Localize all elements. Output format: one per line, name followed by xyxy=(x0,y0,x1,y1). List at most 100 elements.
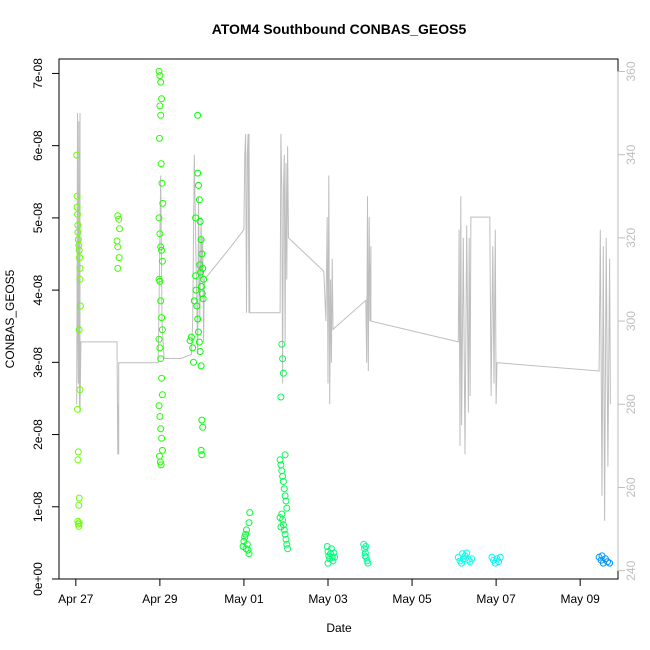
data-point xyxy=(114,243,122,251)
data-point xyxy=(74,456,82,464)
data-point xyxy=(113,237,121,245)
data-point xyxy=(159,199,167,207)
x-tick-label: May 05 xyxy=(392,592,432,606)
data-point xyxy=(284,545,292,553)
data-point xyxy=(200,275,208,283)
data-point xyxy=(197,236,205,244)
data-point xyxy=(195,196,203,204)
y-tick-label: 5e-08 xyxy=(31,202,45,233)
data-point xyxy=(454,553,462,561)
data-point xyxy=(324,559,332,567)
data-point xyxy=(74,210,81,218)
data-point xyxy=(157,425,165,433)
secondary-trace-layer xyxy=(76,113,611,521)
data-point xyxy=(75,241,83,249)
data-point xyxy=(241,533,249,541)
data-point xyxy=(190,358,197,366)
data-point xyxy=(158,179,166,187)
data-point xyxy=(361,549,369,557)
data-point xyxy=(281,530,289,538)
data-point xyxy=(114,212,122,220)
data-point xyxy=(193,302,201,310)
data-point xyxy=(283,540,291,548)
data-point xyxy=(495,558,503,566)
data-point xyxy=(156,277,164,285)
data-point xyxy=(192,272,200,280)
points-layer xyxy=(73,67,614,567)
data-point xyxy=(198,283,205,290)
data-point xyxy=(197,362,205,370)
data-point xyxy=(194,315,202,323)
data-point xyxy=(156,413,164,420)
data-point xyxy=(277,393,285,401)
data-point xyxy=(157,243,165,251)
x-tick-label: May 01 xyxy=(224,592,264,606)
data-point xyxy=(282,497,290,505)
data-point xyxy=(158,391,166,399)
y2-tick-label: 240 xyxy=(624,560,638,580)
y-axis: 0e+00 1e-08 2e-08 3e-08 4e-08 5e-08 6e-08 7e-08 xyxy=(31,58,60,596)
data-point xyxy=(73,192,81,200)
data-point xyxy=(75,326,83,334)
data-point xyxy=(198,451,206,459)
chart-title: ATOM4 Southbound CONBAS_GEOS5 xyxy=(212,21,467,37)
data-point xyxy=(74,228,82,236)
y-tick-label: 2e-08 xyxy=(31,419,45,450)
data-point xyxy=(156,72,164,80)
data-point xyxy=(115,254,123,262)
data-point xyxy=(195,181,202,189)
data-point xyxy=(361,552,369,560)
data-point xyxy=(157,78,165,86)
y2-tick-label: 340 xyxy=(624,144,638,164)
data-point xyxy=(279,369,287,377)
data-point xyxy=(189,344,197,352)
y2-tick-label: 320 xyxy=(624,228,638,248)
data-point xyxy=(199,423,207,431)
y2-tick-label: 280 xyxy=(624,394,638,414)
data-point xyxy=(194,169,202,177)
data-point xyxy=(187,333,195,341)
data-point xyxy=(155,67,163,75)
data-point xyxy=(76,386,84,394)
x-axis-label: Date xyxy=(326,621,352,635)
data-point xyxy=(76,302,84,310)
data-point xyxy=(75,501,83,509)
data-point xyxy=(283,504,291,512)
data-point xyxy=(75,246,83,254)
data-point xyxy=(198,250,206,258)
data-point xyxy=(74,448,82,456)
data-point xyxy=(157,111,165,119)
data-point xyxy=(278,510,286,518)
data-point xyxy=(157,297,165,305)
data-point xyxy=(198,290,206,298)
y-axis-label: CONBAS_GEOS5 xyxy=(3,269,17,368)
data-point xyxy=(157,160,165,168)
data-point xyxy=(280,485,288,493)
data-point xyxy=(194,111,202,119)
y2-tick-label: 360 xyxy=(624,61,638,81)
data-point xyxy=(199,295,207,303)
y-tick-label: 4e-08 xyxy=(31,274,45,305)
data-point xyxy=(279,478,287,485)
data-point xyxy=(158,95,166,103)
data-point xyxy=(198,416,206,424)
data-point xyxy=(242,545,250,553)
data-point xyxy=(157,355,165,363)
data-point xyxy=(75,494,83,502)
data-point xyxy=(331,553,339,561)
data-point xyxy=(276,456,284,464)
data-point xyxy=(242,530,250,538)
data-point xyxy=(156,230,164,238)
y-tick-label: 7e-08 xyxy=(31,58,45,89)
data-point xyxy=(464,556,472,563)
data-point xyxy=(496,553,504,561)
data-point xyxy=(76,264,84,272)
data-point xyxy=(243,526,250,534)
data-point xyxy=(278,340,286,348)
x-tick-label: Apr 29 xyxy=(142,592,178,606)
data-point xyxy=(115,215,123,223)
data-point xyxy=(156,344,164,352)
y-tick-label: 0e+00 xyxy=(31,562,45,596)
data-point xyxy=(281,492,289,500)
data-point xyxy=(195,338,203,346)
